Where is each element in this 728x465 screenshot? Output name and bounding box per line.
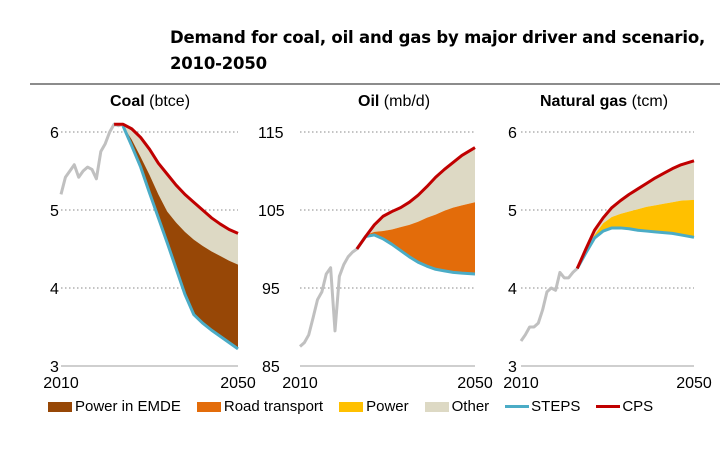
- cps-line: [114, 122, 239, 235]
- legend-item: Other: [424, 398, 490, 415]
- area-road-transport: [356, 202, 475, 274]
- legend-swatch: [424, 401, 449, 412]
- history-line: [299, 247, 358, 348]
- history-line: [519, 267, 579, 342]
- steps-line: [121, 125, 239, 351]
- chart-title-line2: 2010-2050: [170, 54, 267, 73]
- cps-line: [575, 159, 695, 270]
- panel-title-unit: (tcm): [631, 93, 669, 110]
- x-tick-label: 2050: [676, 375, 712, 392]
- area-power: [577, 199, 694, 269]
- y-tick-label: 115: [258, 125, 284, 142]
- y-tick-label: 6: [50, 125, 59, 142]
- x-tick-label: 2010: [503, 375, 539, 392]
- panel-title-coal: Coal (btce): [110, 93, 190, 111]
- legend-label: Power in EMDE: [75, 398, 181, 415]
- legend: Power in EMDE Road transport Power Other STE…: [48, 398, 669, 415]
- legend-item: CPS: [596, 398, 653, 415]
- legend-label: STEPS: [531, 398, 581, 415]
- charts-svg: 3 4 5 6 2010 2050 85 95 105 115 2010 2050 3 4 5 6 2010 20…: [43, 122, 712, 392]
- steps-line: [355, 233, 476, 276]
- y-tick-label: 3: [50, 359, 59, 376]
- legend-label: CPS: [622, 398, 654, 415]
- area-power-in-emde: [122, 125, 238, 349]
- legend-item: STEPS: [505, 398, 580, 415]
- panel-title-unit: (mb/d): [383, 93, 431, 110]
- y-tick-label: 6: [508, 125, 517, 142]
- legend-swatch: [339, 401, 364, 412]
- history-line: [59, 122, 124, 195]
- x-tick-label: 2010: [43, 375, 79, 392]
- y-tick-label: 5: [50, 203, 59, 220]
- title-divider: [30, 83, 720, 85]
- y-tick-label: 105: [258, 203, 285, 220]
- panel-title-bold: Natural gas: [540, 93, 628, 110]
- y-tick-label: 3: [508, 359, 517, 376]
- area-other: [122, 124, 238, 265]
- y-tick-label: 85: [262, 359, 280, 376]
- legend-line-swatch: [505, 405, 530, 408]
- legend-item: Power: [339, 398, 409, 415]
- cps-line: [355, 146, 476, 250]
- legend-line-swatch: [596, 405, 621, 408]
- y-tick-label: 4: [50, 281, 59, 298]
- x-tick-label: 2050: [220, 375, 256, 392]
- legend-swatch: [48, 401, 72, 412]
- legend-item: Road transport: [196, 398, 324, 415]
- steps-line: [575, 226, 695, 270]
- legend-swatch: [196, 401, 221, 412]
- x-tick-label: 2010: [282, 375, 318, 392]
- y-tick-label: 95: [262, 281, 280, 298]
- chart-title: Demand for coal, oil and gas by major dr…: [170, 25, 705, 77]
- legend-label: Power: [366, 398, 409, 415]
- y-tick-label: 4: [508, 281, 517, 298]
- chart-title-line1: Demand for coal, oil and gas by major dr…: [170, 28, 706, 47]
- panel-title-bold: Oil: [358, 93, 380, 110]
- x-tick-label: 2050: [457, 375, 493, 392]
- panel-title-bold: Coal: [110, 93, 145, 110]
- y-tick-label: 5: [508, 203, 517, 220]
- panel-title-unit: (btce): [149, 93, 191, 110]
- panel-title-gas: Natural gas (tcm): [540, 93, 668, 111]
- legend-item: Power in EMDE: [48, 398, 181, 415]
- legend-label: Other: [451, 398, 490, 415]
- area-other: [577, 160, 694, 269]
- panel-title-oil: Oil (mb/d): [358, 93, 430, 111]
- legend-label: Road transport: [223, 398, 324, 415]
